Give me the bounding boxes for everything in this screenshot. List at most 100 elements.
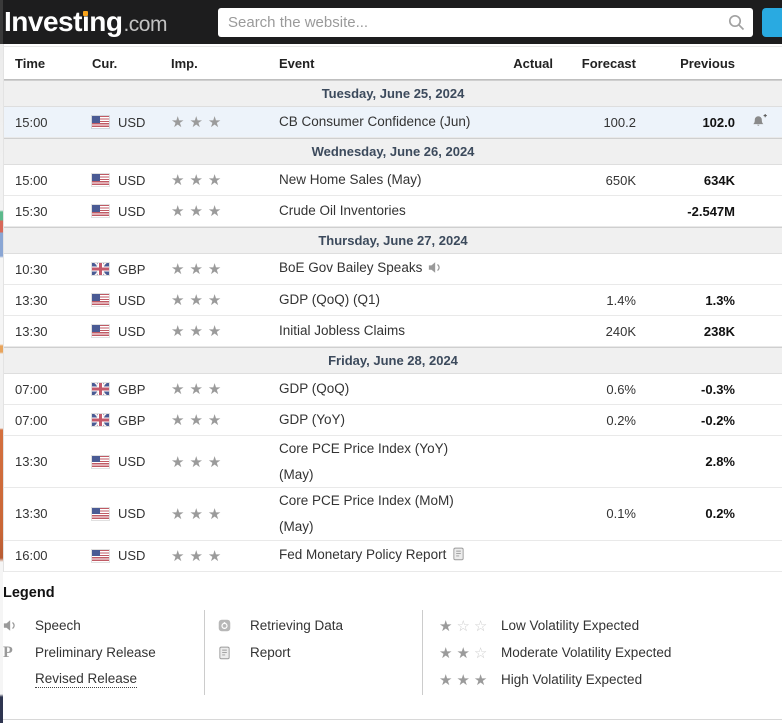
importance-stars: ★★★ [171, 453, 227, 471]
event-row[interactable]: 16:00 USD ★★★ Fed Monetary Policy Report [4, 540, 782, 572]
event-title[interactable]: BoE Gov Bailey Speaks [279, 260, 423, 276]
event-name[interactable]: Crude Oil Inventories [268, 198, 490, 224]
date-separator-row: Friday, June 28, 2024 [4, 347, 782, 374]
importance-stars: ★★★ [171, 172, 227, 189]
legend-volatility-item: ★★★ High Volatility Expected [439, 666, 782, 693]
date-separator-row: Wednesday, June 26, 2024 [4, 138, 782, 165]
event-name[interactable]: GDP (QoQ) [268, 376, 490, 402]
legend-item: Retrieving Data [218, 612, 422, 639]
event-time: 10:30 [15, 261, 48, 277]
legend-item: Speech [3, 612, 204, 639]
add-alert-bell-icon[interactable] [751, 113, 769, 132]
forecast-value: 0.1% [606, 506, 636, 522]
legend-label: Preliminary Release [35, 645, 156, 660]
event-row[interactable]: 07:00 GBP ★★★ GDP (QoQ) 0.6% -0.3% [4, 374, 782, 405]
event-currency: USD [78, 293, 158, 308]
event-title[interactable]: Crude Oil Inventories [279, 203, 406, 219]
legend-volatility-item: ★☆☆ Low Volatility Expected [439, 612, 782, 639]
legend-label[interactable]: Revised Release [35, 671, 138, 688]
previous-value: 2.8% [705, 454, 735, 470]
volatility-stars-icon: ★★☆ [439, 644, 492, 662]
event-name[interactable]: New Home Sales (May) [268, 167, 490, 193]
event-currency: USD [78, 548, 158, 563]
event-name[interactable]: GDP (QoQ) (Q1) [268, 287, 490, 313]
search-icon[interactable] [719, 13, 753, 32]
previous-value: 102.0 [702, 114, 735, 130]
us-flag-icon [92, 174, 109, 186]
event-title[interactable]: GDP (YoY) [279, 412, 346, 428]
event-name[interactable]: GDP (YoY) [268, 407, 490, 433]
event-time: 13:30 [15, 292, 48, 308]
event-row[interactable]: 10:30 GBP ★★★ BoE Gov Bailey Speaks [4, 254, 782, 285]
event-row[interactable]: 13:30 USD ★★★ Initial Jobless Claims 240K 238… [4, 316, 782, 347]
legend-item: Report [218, 639, 422, 666]
currency-code: USD [118, 506, 146, 522]
column-header-currency: Cur. [92, 55, 118, 71]
event-title[interactable]: CB Consumer Confidence (Jun) [279, 114, 471, 130]
date-label: Tuesday, June 25, 2024 [321, 86, 465, 101]
site-search-box [218, 8, 753, 37]
legend-label: Report [250, 645, 291, 660]
event-row[interactable]: 13:30 USD ★★★ Core PCE Price Index (YoY) (Ma… [4, 436, 782, 489]
us-flag-icon [92, 507, 109, 520]
event-row[interactable]: 13:30 USD ★★★ GDP (QoQ) (Q1) 1.4% 1.3% [4, 285, 782, 316]
event-row[interactable]: 07:00 GBP ★★★ GDP (YoY) 0.2% -0.2% [4, 405, 782, 436]
event-currency: USD [78, 115, 158, 130]
event-title[interactable]: GDP (QoQ) [279, 381, 350, 397]
importance-stars: ★★★ [171, 203, 227, 220]
previous-value: 634K [703, 172, 735, 188]
logo-orange-dot [82, 11, 88, 16]
event-row[interactable]: 15:00 USD ★★★ CB Consumer Confidence (Jun) 1… [4, 107, 782, 138]
importance-stars: ★★★ [171, 292, 227, 309]
event-time: 13:30 [15, 506, 48, 522]
currency-code: USD [118, 454, 146, 470]
signin-button-fragment[interactable] [762, 8, 782, 37]
forecast-value: 0.6% [606, 381, 636, 397]
event-name[interactable]: Core PCE Price Index (MoM) (May) [268, 488, 490, 539]
event-currency: USD [78, 454, 158, 469]
event-title[interactable]: GDP (QoQ) (Q1) [279, 292, 381, 308]
event-name[interactable]: CB Consumer Confidence (Jun) [268, 109, 490, 135]
event-time: 13:30 [15, 323, 48, 339]
importance-stars: ★★★ [171, 114, 227, 131]
currency-code: USD [118, 292, 146, 308]
event-title[interactable]: Core PCE Price Index (MoM) [279, 493, 454, 509]
speech-icon [3, 619, 25, 632]
event-name[interactable]: Core PCE Price Index (YoY) (May) [268, 436, 490, 487]
event-name[interactable]: Fed Monetary Policy Report [268, 542, 490, 570]
event-currency: USD [78, 324, 158, 339]
column-header-importance: Imp. [171, 55, 198, 71]
event-name[interactable]: BoE Gov Bailey Speaks [268, 255, 490, 283]
event-title[interactable]: Core PCE Price Index (YoY) [279, 441, 449, 456]
date-label: Wednesday, June 26, 2024 [311, 144, 475, 159]
event-name[interactable]: Initial Jobless Claims [268, 318, 490, 344]
legend-volatility-item: ★★☆ Moderate Volatility Expected [439, 639, 782, 666]
event-title[interactable]: Initial Jobless Claims [279, 323, 406, 339]
forecast-value: 240K [605, 323, 636, 339]
speech-icon [428, 262, 442, 277]
us-flag-icon [92, 205, 109, 217]
date-label: Friday, June 28, 2024 [328, 353, 458, 368]
previous-value: -2.547M [687, 203, 735, 219]
investing-logo[interactable]: Investı ng .com [4, 4, 167, 40]
legend-title: Legend [3, 585, 55, 601]
event-currency: GBP [78, 262, 158, 277]
event-title[interactable]: New Home Sales (May) [279, 172, 422, 188]
date-separator-row: Thursday, June 27, 2024 [4, 227, 782, 254]
search-input[interactable] [218, 8, 719, 37]
event-currency: USD [78, 204, 158, 219]
us-flag-icon [92, 455, 109, 468]
volatility-stars-icon: ★☆☆ [439, 617, 492, 635]
event-title[interactable]: Fed Monetary Policy Report [279, 546, 447, 562]
legend-label: Moderate Volatility Expected [501, 645, 672, 660]
currency-code: GBP [118, 261, 146, 277]
event-row[interactable]: 15:30 USD ★★★ Crude Oil Inventories -2.547M [4, 196, 782, 227]
alert-cell [738, 113, 782, 132]
legend-column-markers: Speech P Preliminary Release Revised Releas… [3, 610, 205, 695]
event-row[interactable]: 13:30 USD ★★★ Core PCE Price Index (MoM) (Ma… [4, 488, 782, 541]
event-row[interactable]: 15:00 USD ★★★ New Home Sales (May) 650K 634K [4, 165, 782, 196]
background-window-sliver [0, 0, 3, 723]
event-time: 15:00 [15, 114, 48, 130]
event-currency: USD [78, 506, 158, 521]
event-title-line2: (May) [279, 466, 314, 482]
